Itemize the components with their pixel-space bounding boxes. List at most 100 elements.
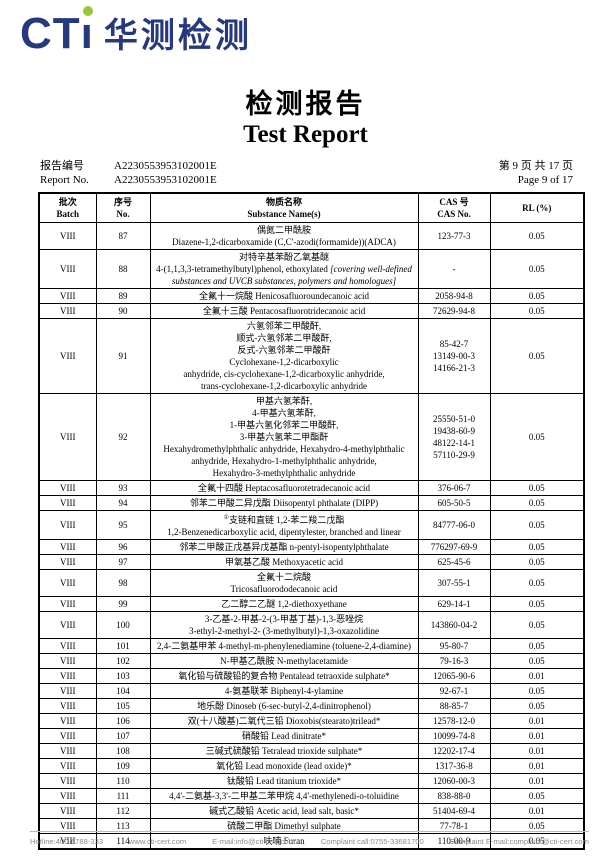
col-header-substance-name: 物质名称 Substance Name(s)	[149, 192, 419, 223]
substance-name-cell: 氧化铅与硫酸铅的复合物 Pentalead tetraoxide sulphat…	[149, 668, 419, 684]
cas-cell: 72629-94-8	[417, 303, 491, 319]
cas-cell: 51404-69-4	[417, 803, 491, 819]
footer-item: www.cti-cert.com	[128, 837, 187, 846]
batch-cell: VIII	[38, 833, 97, 850]
footer-item: Hotline:400-6788-333	[30, 837, 104, 846]
report-no-value-1: A2230553953102001E	[114, 160, 217, 172]
batch-cell: VIII	[38, 539, 97, 555]
no-cell: 112	[95, 803, 151, 819]
rl-cell: 0.01	[489, 803, 585, 819]
batch-cell: VIII	[38, 638, 97, 654]
table-row: VIII 87 偶氮二甲酰胺 Diazene-1,2-dicarboxamide (C…	[38, 222, 585, 250]
footer-item: Complaint E-mail:complaint@cti-cert.com	[449, 837, 589, 846]
substance-name-cell: 2,4-二氨基甲苯 4-methyl-m-phenylenediamine (t…	[149, 638, 419, 654]
rl-cell: 0.05	[489, 303, 585, 319]
substance-name-cell: 全氟十二烷酸 Tricosafluorododecanoic acid	[149, 569, 419, 597]
substance-name-cell: N-甲基乙酰胺 N-methylacetamide	[149, 653, 419, 669]
table-row: VIII 96 邻苯二甲酸正戊基异戊基酯 n-pentyl-isopentylpht…	[38, 539, 585, 555]
table-row: VIII 97 甲氧基乙酸 Methoxyacetic acid 625-45-6 0.…	[38, 554, 585, 570]
substance-name-cell: 双(十八酸基)二氧代三铅 Dioxobis(stearato)trilead*	[149, 713, 419, 729]
cas-cell: 376-06-7	[417, 480, 491, 496]
rl-cell: 0.05	[489, 480, 585, 496]
table-row: VIII 89 全氟十一烷酸 Henicosafluoroundecanoic ac…	[38, 288, 585, 304]
batch-cell: VIII	[38, 222, 97, 250]
no-cell: 109	[95, 758, 151, 774]
rl-cell: 0.05	[489, 638, 585, 654]
table-row: VIII 90 全氟十三酸 Pentacosafluorotridecanoic a…	[38, 303, 585, 319]
rl-cell: 0.01	[489, 773, 585, 789]
batch-cell: VIII	[38, 393, 97, 481]
no-cell: 106	[95, 713, 151, 729]
substance-name-cell: 全氟十四酸 Heptacosafluorotetradecanoic acid	[149, 480, 419, 496]
no-cell: 110	[95, 773, 151, 789]
cas-cell: 88-85-7	[417, 698, 491, 714]
page-number: 第 9 页 共 17 页 Page 9 of 17	[499, 159, 573, 187]
batch-cell: VIII	[38, 788, 97, 804]
batch-cell: VIII	[38, 803, 97, 819]
batch-cell: VIII	[38, 683, 97, 699]
company-logo: CTı 华测检测	[0, 0, 611, 56]
substance-name-cell: 甲基六氢苯酐, 4-甲基六氢苯酐, 1-甲基六氢化邻苯二甲酸酐, 3-甲基六氢苯二甲酯…	[149, 393, 419, 481]
cti-logo-text: CTı	[20, 6, 94, 56]
col-header-batch: 批次 Batch	[38, 192, 97, 223]
no-cell: 94	[95, 495, 151, 511]
no-cell: 99	[95, 596, 151, 612]
table-row: VIII 104 4-氨基联苯 Biphenyl-4-ylamine 92-67-1 0…	[38, 683, 585, 699]
batch-cell: VIII	[38, 318, 97, 394]
cas-cell: -	[417, 249, 491, 289]
cas-cell: 123-77-3	[417, 222, 491, 250]
table-row: VIII 106 双(十八酸基)二氧代三铅 Dioxobis(stearato)tr…	[38, 713, 585, 729]
substance-name-cell: 地乐酚 Dinoseb (6-sec-butyl-2,4-dinitrophen…	[149, 698, 419, 714]
rl-cell: 0.01	[489, 668, 585, 684]
batch-cell: VIII	[38, 569, 97, 597]
no-cell: 97	[95, 554, 151, 570]
table-row: VIII 95 ①支链和直链 1,2-苯二羧二戊酯 1,2-Benzenedicarb…	[38, 510, 585, 540]
batch-cell: VIII	[38, 554, 97, 570]
table-row: VIII 107 硝酸铅 Lead dinitrate* 10099-74-8 0.01	[38, 728, 585, 744]
substance-table: 批次 Batch 序号 No. 物质名称 Substance Name(s) CAS …	[38, 192, 585, 850]
rl-cell: 0.05	[489, 698, 585, 714]
rl-cell: 0.05	[489, 569, 585, 597]
cas-cell: 776297-69-9	[417, 539, 491, 555]
batch-cell: VIII	[38, 510, 97, 540]
cas-cell: 85-42-7 13149-00-3 14166-21-3	[417, 318, 491, 394]
page-footer: Hotline:400-6788-333 www.cti-cert.com E-ma…	[30, 831, 589, 846]
batch-cell: VIII	[38, 653, 97, 669]
substance-name-cell: 全氟十一烷酸 Henicosafluoroundecanoic acid	[149, 288, 419, 304]
batch-cell: VIII	[38, 480, 97, 496]
no-cell: 103	[95, 668, 151, 684]
no-cell: 87	[95, 222, 151, 250]
table-row: VIII 101 2,4-二氨基甲苯 4-methyl-m-phenylenedia…	[38, 638, 585, 654]
batch-cell: VIII	[38, 773, 97, 789]
batch-cell: VIII	[38, 303, 97, 319]
report-title-en: Test Report	[243, 121, 368, 148]
substance-name-cell: 硫酸二甲酯 Dimethyl sulphate	[149, 818, 419, 834]
logo-chinese-name: 华测检测	[103, 17, 252, 55]
substance-name-cell: 乙二醇二乙醚 1,2-diethoxyethane	[149, 596, 419, 612]
table-row: VIII 114 呋喃 Furan 110-00-9 0.05	[38, 833, 585, 850]
batch-cell: VIII	[38, 495, 97, 511]
rl-cell: 0.05	[489, 833, 585, 850]
cas-cell: 77-78-1	[417, 818, 491, 834]
substance-name-cell: 六氢邻苯二甲酸酐, 顺式-六氢邻苯二甲酸酐, 反式-六氢邻苯二甲酸酐 Cyclohex…	[149, 318, 419, 394]
table-row: VIII 113 硫酸二甲酯 Dimethyl sulphate 77-78-1 0.0…	[38, 818, 585, 834]
table-row: VIII 112 碱式乙酸铅 Acetic acid, lead salt, bas…	[38, 803, 585, 819]
substance-name-cell: 4-氨基联苯 Biphenyl-4-ylamine	[149, 683, 419, 699]
table-row: VIII 92 甲基六氢苯酐, 4-甲基六氢苯酐, 1-甲基六氢化邻苯二甲酸酐, 3-甲基…	[38, 393, 585, 481]
rl-cell: 0.05	[489, 611, 585, 639]
rl-cell: 0.01	[489, 758, 585, 774]
rl-cell: 0.05	[489, 249, 585, 289]
no-cell: 102	[95, 653, 151, 669]
cas-cell: 838-88-0	[417, 788, 491, 804]
cas-cell: 12065-90-6	[417, 668, 491, 684]
substance-name-cell: 对特辛基苯酚乙氧基醚 4-(1,1,3,3-tetramethylbutyl)ph…	[149, 249, 419, 289]
report-title-cn: 检测报告	[245, 89, 366, 119]
table-row: VIII 98 全氟十二烷酸 Tricosafluorododecanoic acid…	[38, 569, 585, 597]
substance-name-cell: ①支链和直链 1,2-苯二羧二戊酯 1,2-Benzenedicarboxylic…	[149, 510, 419, 540]
rl-cell: 0.05	[489, 539, 585, 555]
table-row: VIII 94 邻苯二甲酸二异戊酯 Diisopentyl phthalate (D…	[38, 495, 585, 511]
rl-cell: 0.05	[489, 683, 585, 699]
substance-name-cell: 邻苯二甲酸二异戊酯 Diisopentyl phthalate (DIPP)	[149, 495, 419, 511]
no-cell: 91	[95, 318, 151, 394]
cas-cell: 12202-17-4	[417, 743, 491, 759]
